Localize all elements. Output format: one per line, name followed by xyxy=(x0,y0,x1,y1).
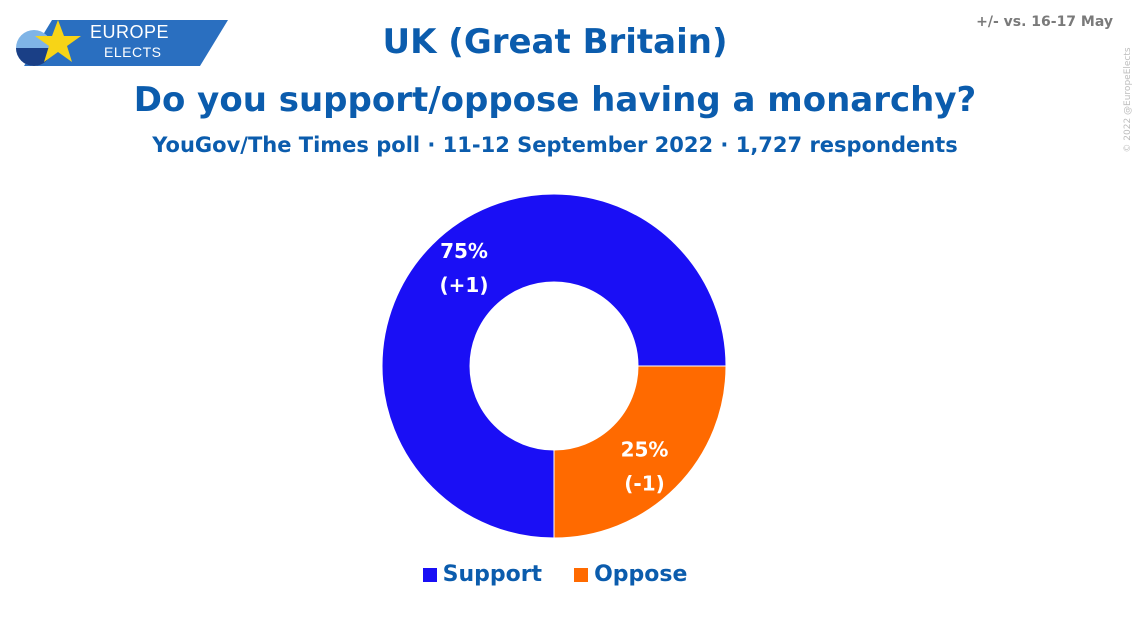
star-icon xyxy=(35,20,81,62)
legend-label-support: Support xyxy=(442,562,543,587)
chart-source: YouGov/The Times poll · 11-12 September … xyxy=(152,133,958,157)
legend-label-oppose: Oppose xyxy=(594,562,688,587)
slice-change-label-support: (+1) xyxy=(440,273,489,297)
europe-elects-logo: EUROPE ELECTS xyxy=(12,18,232,68)
legend-item-support: Support xyxy=(422,562,543,587)
legend-swatch-support xyxy=(422,567,437,582)
slice-change-label-oppose: (-1) xyxy=(624,472,665,496)
chart-legend: Support Oppose xyxy=(0,562,1110,587)
logo-graphic xyxy=(16,20,228,66)
slice-value-label-support: 75% xyxy=(440,239,488,263)
slice-support xyxy=(381,193,727,539)
legend-swatch-oppose xyxy=(574,567,589,582)
slice-value-label-oppose: 25% xyxy=(621,438,669,462)
chart-subtitle: Do you support/oppose having a monarchy? xyxy=(133,80,977,120)
legend-item-oppose: Oppose xyxy=(574,562,687,587)
logo-line2: ELECTS xyxy=(104,44,162,60)
slice-oppose xyxy=(553,365,727,539)
logo-line1: EUROPE xyxy=(90,22,170,42)
comparison-note: +/- vs. 16-17 May xyxy=(976,14,1113,30)
chart-title: UK (Great Britain) xyxy=(382,22,728,62)
